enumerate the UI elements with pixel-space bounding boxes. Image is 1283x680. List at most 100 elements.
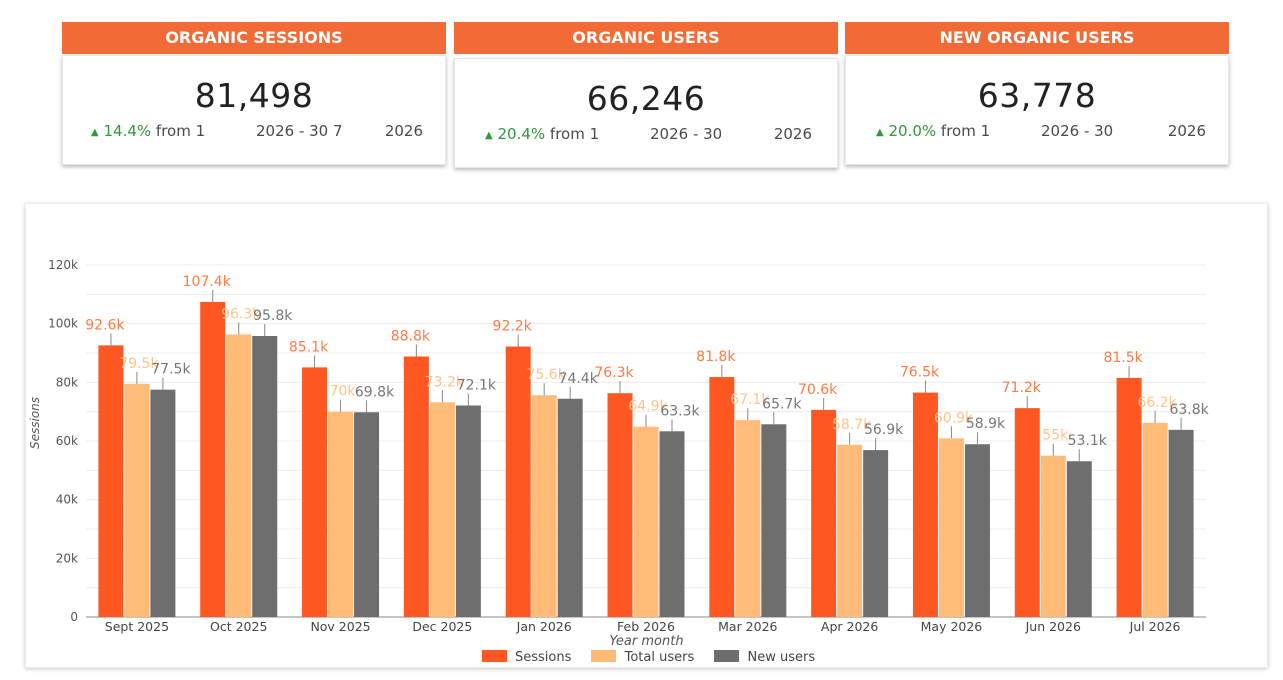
bar-total-users <box>226 334 252 617</box>
bar-new-users <box>1066 461 1092 617</box>
data-label: 67.1k <box>730 392 770 408</box>
y-tick-label: 40k <box>56 493 78 507</box>
bar-new-users <box>863 450 889 617</box>
bar-sessions <box>912 392 938 617</box>
data-label: 92.2k <box>493 319 533 335</box>
data-label: 63.8k <box>1169 402 1209 418</box>
kpi-from-text: from 1 <box>940 122 991 140</box>
bar-new-users <box>1168 429 1194 617</box>
data-label: 76.5k <box>900 365 940 381</box>
bar-sessions <box>811 409 837 617</box>
legend-label: Total users <box>624 650 695 665</box>
data-label: 66.2k <box>1137 395 1177 411</box>
x-tick-label: Feb 2026 <box>617 619 675 634</box>
data-label: 85.1k <box>289 339 329 355</box>
chart-legend: Sessions Total users New users <box>26 650 1267 665</box>
x-tick-label: Jan 2026 <box>516 619 572 634</box>
data-label: 95.8k <box>253 308 293 324</box>
x-tick-label: Jun 2026 <box>1025 619 1081 634</box>
kpi-value: 66,246 <box>586 79 706 118</box>
kpi-card-new-organic-users: NEW ORGANIC USERS 63,778 ▲ 20.0% from 1 … <box>845 22 1229 166</box>
bar-total-users <box>837 444 863 617</box>
x-tick-label: Jul 2026 <box>1129 619 1181 634</box>
kpi-title: ORGANIC SESSIONS <box>62 22 446 54</box>
x-tick-label: Mar 2026 <box>718 619 777 634</box>
kpi-from-text: from 1 <box>155 122 206 140</box>
bar-total-users <box>328 411 354 617</box>
bar-new-users <box>964 444 990 617</box>
bar-sessions <box>200 301 226 617</box>
data-label: 72.1k <box>457 378 497 394</box>
legend-label: New users <box>747 650 816 665</box>
bar-new-users <box>354 412 380 617</box>
bar-new-users <box>455 405 481 617</box>
up-arrow-icon: ▲ <box>485 130 493 141</box>
data-label: 53.1k <box>1068 433 1108 449</box>
data-label: 76.3k <box>594 365 634 381</box>
data-label: 79.5k <box>119 356 159 372</box>
x-tick-label: Oct 2025 <box>210 619 267 634</box>
kpi-comparison: ▲ 20.0% from 1 2026 - 30 2026 <box>876 122 1206 140</box>
legend-item-new-users[interactable]: New users <box>714 650 815 665</box>
data-label: 58.9k <box>966 416 1006 432</box>
legend-item-sessions[interactable]: Sessions <box>481 650 571 665</box>
data-label: 63.3k <box>660 403 700 419</box>
data-label: 70k <box>330 384 357 400</box>
legend-swatch <box>481 650 507 662</box>
kpi-comparison: ▲ 20.4% from 1 2026 - 30 2026 <box>485 125 812 143</box>
kpi-range-text: 2026 - 30 7 <box>256 122 343 140</box>
data-label: 81.5k <box>1103 350 1143 366</box>
legend-item-total-users[interactable]: Total users <box>591 650 694 665</box>
up-arrow-icon: ▲ <box>876 127 884 138</box>
bar-total-users <box>633 426 659 617</box>
bar-total-users <box>1040 455 1066 617</box>
bar-new-users <box>761 424 787 617</box>
data-label: 69.8k <box>355 384 395 400</box>
y-tick-label: 0 <box>70 610 78 624</box>
data-label: 96.3k <box>221 307 261 323</box>
data-label: 107.4k <box>183 274 232 290</box>
bar-sessions <box>1116 377 1142 617</box>
legend-swatch <box>591 650 617 662</box>
y-tick-label: 120k <box>48 258 78 272</box>
data-label: 71.2k <box>1002 380 1042 396</box>
x-axis-title: Year month <box>609 634 684 649</box>
kpi-year-text: 2026 <box>1167 122 1206 140</box>
kpi-card-organic-sessions: ORGANIC SESSIONS 81,498 ▲ 14.4% from 1 2… <box>62 22 446 166</box>
kpi-value: 63,778 <box>977 76 1097 115</box>
data-label: 74.4k <box>559 371 599 387</box>
kpi-range-text: 2026 - 30 <box>1041 122 1114 140</box>
bar-sessions <box>709 377 735 617</box>
kpi-range-text: 2026 - 30 <box>650 125 723 143</box>
data-label: 75.6k <box>527 367 567 383</box>
y-tick-label: 20k <box>56 551 78 565</box>
sessions-bar-chart: 0 20k 40k 60k 80k 100k 120k Sept 2025 92.6k 79.5k… <box>48 258 1209 634</box>
kpi-body: 66,246 ▲ 20.4% from 1 2026 - 30 2026 <box>454 58 838 168</box>
bar-total-users <box>429 402 455 617</box>
x-tick-label: Dec 2025 <box>412 619 472 634</box>
kpi-comparison: ▲ 14.4% from 1 2026 - 30 7 2026 <box>91 122 423 140</box>
data-label: 56.9k <box>864 422 904 438</box>
data-label: 65.7k <box>762 396 802 412</box>
kpi-year-text: 2026 <box>773 125 812 143</box>
bar-total-users <box>124 383 150 617</box>
data-label: 64.9k <box>628 399 668 415</box>
data-label: 92.6k <box>85 317 125 333</box>
data-label: 81.8k <box>696 349 736 365</box>
bar-total-users <box>531 395 557 617</box>
bar-new-users <box>557 398 583 617</box>
data-label: 58.7k <box>832 417 872 433</box>
sessions-chart-card: 0 20k 40k 60k 80k 100k 120k Sept 2025 92.6k 79.5k… <box>25 203 1268 668</box>
kpi-card-organic-users: ORGANIC USERS 66,246 ▲ 20.4% from 1 2026… <box>454 22 838 168</box>
data-label: 70.6k <box>798 382 838 398</box>
kpi-body: 63,778 ▲ 20.0% from 1 2026 - 30 2026 <box>845 55 1229 165</box>
y-tick-label: 100k <box>48 317 78 331</box>
x-tick-label: Apr 2026 <box>821 619 878 634</box>
y-tick-label: 60k <box>56 434 78 448</box>
up-arrow-icon: ▲ <box>91 127 99 138</box>
data-label: 88.8k <box>391 329 431 345</box>
bar-sessions <box>607 393 633 617</box>
y-tick-label: 80k <box>56 375 78 389</box>
bar-sessions <box>98 345 124 617</box>
kpi-title: ORGANIC USERS <box>454 22 838 54</box>
